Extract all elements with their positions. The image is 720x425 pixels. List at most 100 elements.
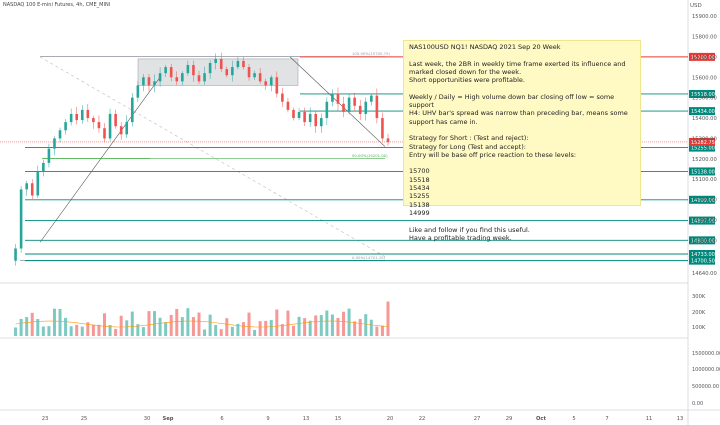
volume-bar [191,317,195,336]
volume-bar [241,322,245,336]
volume-bar [158,317,162,336]
note-line: Entry will be base off price reaction to… [409,150,577,159]
note-line [409,217,635,225]
candlesticks [14,52,390,266]
volume-bar [386,301,390,336]
candle-body [53,138,56,149]
y-tick-label: 15000.00 [692,198,717,204]
oscillator-tick-label: 1500000.00 [692,351,720,357]
candle-body [119,126,123,135]
candle-body [331,93,334,102]
candle-body [197,75,201,82]
volume-bars [14,301,390,336]
candle-body [36,171,40,196]
note-line: Have a profitable trading week. [409,233,512,242]
volume-bar [208,314,212,336]
note-line: 15700 [409,167,430,176]
y-tick-label: 15700.00 [692,55,717,61]
volume-bar [280,324,284,336]
candle-body [375,95,379,119]
candle-body [192,65,195,76]
fib-label: 50.00%(15201.00) [352,153,388,158]
candle-body [219,58,223,70]
note-line [409,51,635,59]
volume-bar [330,314,334,336]
candle-body [64,122,67,131]
x-tick-label: 29 [506,416,513,422]
level-label: 15518.00 [691,92,715,98]
volume-bar [58,308,62,336]
y-tick-label: 14900.00 [692,218,717,224]
x-tick-label: 20 [387,416,394,422]
candle-body [175,77,179,82]
volume-bar [336,318,340,336]
volume-bar [303,318,307,336]
level-label-bg [689,89,715,98]
candle-body [47,148,51,163]
level-label-bg [689,167,715,176]
candle-body [281,93,284,102]
candle-body [203,73,206,82]
volume-bar [297,316,301,336]
candle-body [125,122,129,135]
candle-body [58,130,62,139]
y-tick-label: 15300.00 [692,136,717,142]
volume-bar [47,326,51,336]
volume-bar [169,314,173,336]
candle-body [42,162,45,172]
volume-bar [86,322,90,336]
level-label: 15434.00 [691,109,715,115]
volume-bar [197,312,201,336]
candle-body [292,109,295,119]
candle-body [114,113,117,127]
candle-body [236,60,240,68]
candle-body [231,67,234,76]
candle-body [364,101,368,114]
volume-bar [52,308,56,336]
note-line: Strategy for Long (Test and accept): [409,142,526,151]
volume-bar [225,318,229,336]
note-line: Last week, the 2BR in weekly time frame … [409,59,628,76]
volume-bar [364,314,368,336]
volume-bar [164,322,168,336]
y-tick-label: 15800.00 [692,35,717,41]
candle-body [130,97,134,123]
volume-bar [203,329,207,336]
candle-body [136,85,140,98]
y-tick-label: 14800.00 [692,238,717,244]
candle-body [225,69,229,76]
volume-bar [180,317,184,336]
volume-bar [103,313,106,336]
x-tick-label: 9 [266,416,269,422]
y-tick-label: 15500.00 [692,96,717,102]
fib-label: 100.00%(15700.75) [352,51,390,56]
note-line: Short opportunities were profitable. [409,76,525,85]
y-tick-label: 14640.00 [692,271,717,277]
note-line: H4: UHV bar's spread was narrow than pre… [409,109,630,126]
volume-bar [19,318,23,336]
level-label: 15700.00 [691,55,715,61]
level-label: 14897.00 [691,219,715,225]
candle-body [75,113,79,121]
candle-body [386,138,390,143]
x-tick-label: 13 [677,416,684,422]
volume-bar [14,327,18,336]
note-line: Strategy for Short : (Test and reject): [409,134,529,143]
trend-line [39,77,161,243]
volume-bar [80,326,84,336]
y-tick-label: 15600.00 [692,75,717,81]
candle-body [208,63,212,74]
volume-bar [25,317,29,336]
candle-body [214,58,217,63]
candle-body [158,73,162,82]
level-label: 14733.00 [691,252,715,258]
oscillator-tick-label: 500000.00 [692,384,719,390]
level-label-bg [689,107,715,116]
volume-bar [380,325,384,336]
level-label: 14800.00 [691,238,715,244]
candle-body [303,111,306,123]
note-line: 15518 [409,175,430,184]
candle-body [164,67,167,74]
y-tick-label: 15100.00 [692,177,717,183]
